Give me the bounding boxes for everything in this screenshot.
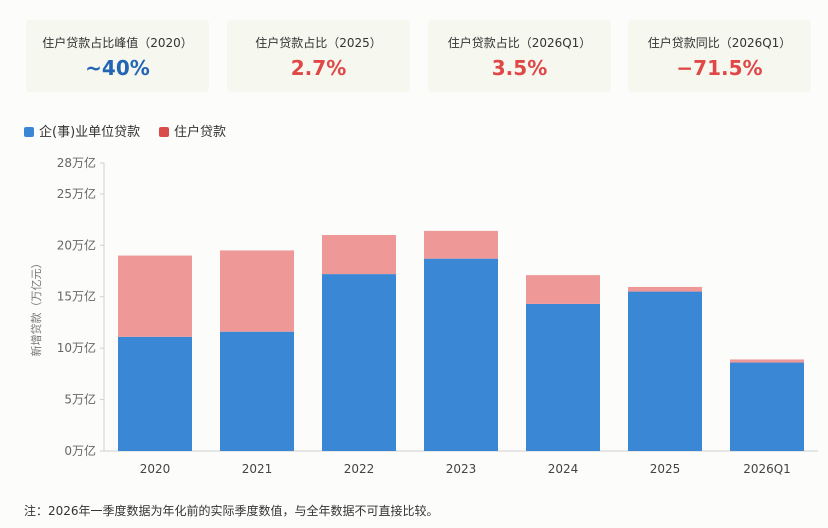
y-tick-label: 20万亿 bbox=[57, 237, 96, 252]
bar-household-2020 bbox=[118, 255, 192, 337]
y-tick-label: 10万亿 bbox=[57, 340, 96, 355]
x-tick-label: 2025 bbox=[650, 462, 681, 476]
x-tick-label: 2021 bbox=[242, 462, 273, 476]
y-tick-label: 15万亿 bbox=[57, 289, 96, 304]
x-tick-label: 2026Q1 bbox=[743, 462, 791, 476]
x-tick-label: 2022 bbox=[344, 462, 375, 476]
kpi-card-household-yoy: 住户贷款同比（2026Q1） −71.5% bbox=[628, 20, 811, 92]
y-tick-label: 28万亿 bbox=[57, 155, 96, 170]
bar-household-2026Q1 bbox=[730, 359, 804, 363]
kpi-label: 住户贷款占比峰值（2020） bbox=[42, 36, 193, 50]
y-tick-label: 5万亿 bbox=[64, 392, 96, 407]
kpi-card-household-peak: 住户贷款占比峰值（2020） ~40% bbox=[26, 20, 209, 92]
legend-item-enterprise[interactable]: 企(事)业单位贷款 bbox=[24, 121, 140, 140]
bar-household-2024 bbox=[526, 275, 600, 304]
bar-household-2023 bbox=[424, 230, 498, 259]
bar-enterprise-2023 bbox=[424, 258, 498, 451]
chart-footnote: 注：2026年一季度数据为年化前的实际季度数值，与全年数据不可直接比较。 bbox=[24, 504, 439, 518]
bar-household-2022 bbox=[322, 235, 396, 275]
bar-enterprise-2021 bbox=[220, 331, 294, 451]
kpi-value: 3.5% bbox=[491, 56, 548, 80]
bar-household-2025 bbox=[628, 286, 702, 292]
legend-label: 住户贷款 bbox=[174, 125, 227, 140]
x-tick-label: 2023 bbox=[446, 462, 477, 476]
kpi-value: ~40% bbox=[85, 56, 150, 80]
x-tick-label: 2020 bbox=[140, 462, 171, 476]
legend-swatch bbox=[24, 127, 34, 137]
y-tick-label: 25万亿 bbox=[57, 186, 96, 201]
kpi-card-household-2025: 住户贷款占比（2025） 2.7% bbox=[227, 20, 410, 92]
kpi-cards: 住户贷款占比峰值（2020） ~40% 住户贷款占比（2025） 2.7% 住户… bbox=[26, 20, 811, 92]
kpi-card-household-2026q1: 住户贷款占比（2026Q1） 3.5% bbox=[428, 20, 611, 92]
bar-household-2021 bbox=[220, 250, 294, 332]
y-axis-title: 新增贷款（万亿元） bbox=[29, 258, 43, 357]
kpi-label: 住户贷款同比（2026Q1） bbox=[647, 36, 792, 50]
y-tick-label: 0万亿 bbox=[64, 443, 96, 458]
bar-enterprise-2020 bbox=[118, 336, 192, 451]
x-tick-label: 2024 bbox=[548, 462, 579, 476]
bar-enterprise-2024 bbox=[526, 303, 600, 451]
kpi-value: 2.7% bbox=[290, 56, 347, 80]
kpi-label: 住户贷款占比（2025） bbox=[255, 36, 382, 50]
bar-enterprise-2025 bbox=[628, 291, 702, 451]
bar-enterprise-2022 bbox=[322, 274, 396, 451]
bar-enterprise-2026Q1 bbox=[730, 362, 804, 451]
kpi-value: −71.5% bbox=[676, 56, 763, 80]
legend-label: 企(事)业单位贷款 bbox=[39, 125, 141, 140]
kpi-label: 住户贷款占比（2026Q1） bbox=[447, 36, 592, 50]
legend-swatch bbox=[159, 127, 169, 137]
legend-item-household[interactable]: 住户贷款 bbox=[159, 121, 226, 140]
